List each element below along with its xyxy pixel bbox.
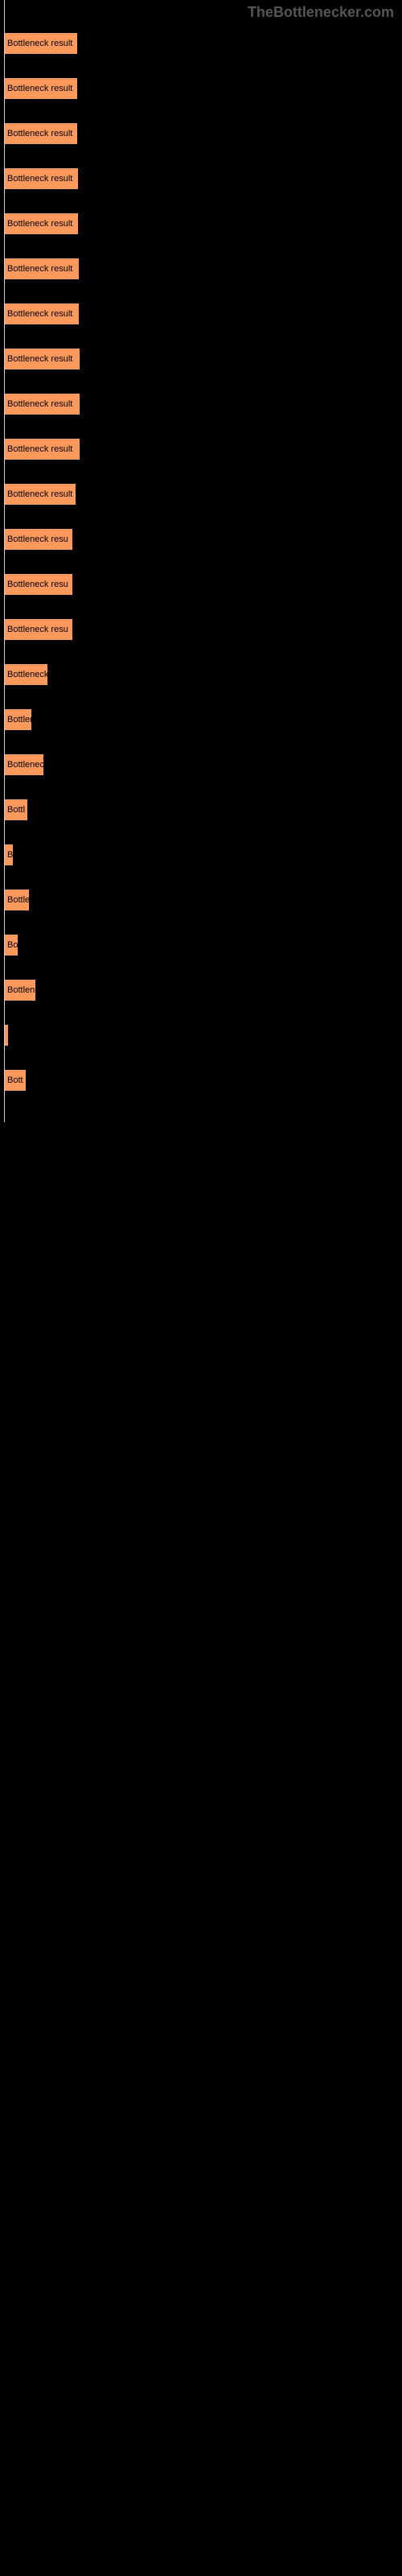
bottleneck-bar: Bottleneck result bbox=[4, 77, 78, 100]
bar-row bbox=[4, 1024, 398, 1046]
bar-row: Bottlenec bbox=[4, 753, 398, 776]
bar-row: Bottleneck result bbox=[4, 348, 398, 370]
axis-divider bbox=[4, 0, 5, 1122]
bar-row: Bottleneck result bbox=[4, 32, 398, 55]
bottleneck-bar: Bott bbox=[4, 1069, 27, 1092]
bottleneck-bar: Bottleneck bbox=[4, 663, 48, 686]
bottleneck-bar: Bo bbox=[4, 934, 18, 956]
bottleneck-bar: Bottleneck resu bbox=[4, 618, 73, 641]
bar-row: Bottl bbox=[4, 799, 398, 821]
bar-row: Bottleneck result bbox=[4, 303, 398, 325]
bottleneck-bar: Bottleneck result bbox=[4, 32, 78, 55]
bar-row: Bottleneck resu bbox=[4, 618, 398, 641]
bottleneck-bar: Bottlenec bbox=[4, 753, 44, 776]
bar-row: Bo bbox=[4, 934, 398, 956]
bar-row: Bottlen bbox=[4, 979, 398, 1001]
bar-row: Bottleneck result bbox=[4, 258, 398, 280]
bar-row: Bottleneck resu bbox=[4, 528, 398, 551]
bar-row: Bottleneck result bbox=[4, 483, 398, 506]
bottleneck-bar: Bottleneck result bbox=[4, 213, 79, 235]
bottleneck-bar: Bottleneck resu bbox=[4, 573, 73, 596]
bar-row: Bottler bbox=[4, 708, 398, 731]
bar-row: Bottleneck result bbox=[4, 77, 398, 100]
bottleneck-bar: Bottleneck result bbox=[4, 483, 76, 506]
bottleneck-bar: Bottleneck result bbox=[4, 438, 80, 460]
bottleneck-bar: B bbox=[4, 844, 14, 866]
bar-row: Bott bbox=[4, 1069, 398, 1092]
bottleneck-bar: Bottleneck result bbox=[4, 122, 78, 145]
bottleneck-bar: Bottleneck result bbox=[4, 393, 80, 415]
bar-row: Bottleneck result bbox=[4, 213, 398, 235]
bar-row: B bbox=[4, 844, 398, 866]
bar-row: Bottleneck bbox=[4, 663, 398, 686]
bar-row: Bottleneck resu bbox=[4, 573, 398, 596]
bottleneck-bar: Bottleneck result bbox=[4, 258, 80, 280]
bottleneck-bar: Bottleneck result bbox=[4, 348, 80, 370]
bar-row: Bottleneck result bbox=[4, 438, 398, 460]
bottleneck-bar: Bottleneck resu bbox=[4, 528, 73, 551]
bottleneck-bar: Bottl bbox=[4, 799, 28, 821]
bar-row: Bottleneck result bbox=[4, 393, 398, 415]
bars-container: Bottleneck result Bottleneck result Bottle… bbox=[0, 0, 402, 1122]
bar-row: Bottleneck result bbox=[4, 122, 398, 145]
watermark-text: TheBottlenecker.com bbox=[248, 4, 394, 21]
bottleneck-bar: Bottlen bbox=[4, 979, 36, 1001]
bottleneck-bar: Bottler bbox=[4, 708, 32, 731]
bottleneck-bar: Bottle bbox=[4, 889, 30, 911]
bar-row: Bottleneck result bbox=[4, 167, 398, 190]
bottleneck-bar: Bottleneck result bbox=[4, 167, 79, 190]
bottleneck-bar: Bottleneck result bbox=[4, 303, 80, 325]
bar-row: Bottle bbox=[4, 889, 398, 911]
